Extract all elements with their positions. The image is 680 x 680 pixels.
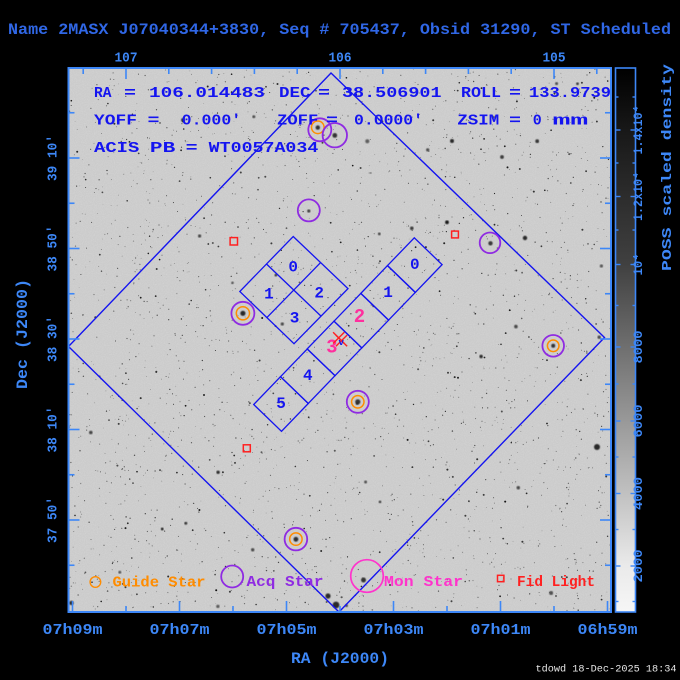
svg-text:PB: PB bbox=[150, 140, 175, 157]
svg-text:5: 5 bbox=[276, 395, 286, 413]
svg-text:ZSIM: ZSIM bbox=[457, 113, 499, 130]
svg-text:RA (J2000): RA (J2000) bbox=[291, 650, 389, 668]
svg-text:0: 0 bbox=[288, 259, 298, 277]
svg-text:4000: 4000 bbox=[631, 477, 646, 510]
svg-text:1: 1 bbox=[264, 285, 274, 303]
svg-text:1: 1 bbox=[383, 284, 393, 302]
svg-text:mm: mm bbox=[553, 113, 589, 130]
svg-text:=: = bbox=[186, 140, 198, 157]
svg-text:07h09m: 07h09m bbox=[43, 622, 103, 639]
svg-text:37 50': 37 50' bbox=[46, 497, 62, 543]
svg-text:0: 0 bbox=[410, 256, 420, 274]
svg-text:07h07m: 07h07m bbox=[150, 622, 210, 639]
svg-text:38 50': 38 50' bbox=[46, 226, 62, 272]
svg-text:2000: 2000 bbox=[631, 549, 646, 582]
svg-text:4: 4 bbox=[303, 367, 313, 385]
svg-text:0.0000': 0.0000' bbox=[354, 113, 423, 130]
svg-text:WT0057A034: WT0057A034 bbox=[209, 140, 319, 157]
svg-text:=: = bbox=[148, 113, 160, 130]
svg-text:=: = bbox=[509, 85, 521, 102]
svg-text:RA: RA bbox=[94, 85, 112, 102]
svg-text:Mon Star: Mon Star bbox=[384, 574, 463, 591]
svg-text:ROLL: ROLL bbox=[461, 85, 501, 102]
svg-text:DEC: DEC bbox=[279, 85, 311, 102]
svg-text:38 10': 38 10' bbox=[46, 407, 62, 453]
svg-text:2: 2 bbox=[314, 285, 324, 303]
svg-text:3: 3 bbox=[326, 336, 337, 358]
svg-text:106: 106 bbox=[329, 51, 352, 67]
svg-text:133.9739: 133.9739 bbox=[529, 85, 611, 102]
svg-text:Fid Light: Fid Light bbox=[517, 574, 595, 591]
svg-text:tdowd 18-Dec-2025 18:34: tdowd 18-Dec-2025 18:34 bbox=[536, 664, 677, 676]
svg-text:07h05m: 07h05m bbox=[257, 622, 317, 639]
svg-text:107: 107 bbox=[115, 51, 138, 67]
svg-text:3: 3 bbox=[290, 310, 300, 328]
svg-text:Acq Star: Acq Star bbox=[247, 574, 324, 591]
svg-text:POSS scaled density: POSS scaled density bbox=[660, 63, 676, 271]
svg-text:0: 0 bbox=[533, 113, 542, 130]
svg-text:Guide Star: Guide Star bbox=[113, 575, 206, 592]
svg-text:07h03m: 07h03m bbox=[364, 622, 424, 639]
svg-text:07h01m: 07h01m bbox=[471, 622, 531, 639]
svg-text:8000: 8000 bbox=[631, 330, 646, 363]
svg-text:10⁴: 10⁴ bbox=[631, 254, 646, 276]
svg-text:39 10': 39 10' bbox=[46, 135, 62, 181]
svg-text:YOFF: YOFF bbox=[94, 113, 137, 130]
svg-text:ACIS: ACIS bbox=[94, 140, 139, 157]
svg-text:38.506901: 38.506901 bbox=[342, 85, 442, 102]
svg-text:106.014483: 106.014483 bbox=[149, 85, 265, 102]
svg-text:1.4x10⁴: 1.4x10⁴ bbox=[631, 106, 646, 155]
svg-text:38 30': 38 30' bbox=[46, 316, 62, 362]
svg-text:=: = bbox=[509, 113, 521, 130]
svg-text:Name 2MASX J07040344+3830, Seq: Name 2MASX J07040344+3830, Seq # 705437,… bbox=[8, 21, 671, 39]
svg-text:06h59m: 06h59m bbox=[578, 622, 638, 639]
svg-text:ZOFF: ZOFF bbox=[277, 113, 318, 130]
svg-text:=: = bbox=[326, 113, 338, 130]
svg-text:Dec (J2000): Dec (J2000) bbox=[14, 279, 32, 389]
svg-text:=: = bbox=[318, 85, 330, 102]
svg-text:2: 2 bbox=[354, 306, 365, 328]
svg-text:1.2x10⁴: 1.2x10⁴ bbox=[631, 172, 646, 221]
svg-text:=: = bbox=[124, 85, 136, 102]
svg-text:6000: 6000 bbox=[631, 404, 646, 437]
svg-text:105: 105 bbox=[543, 51, 566, 67]
svg-text:0.000': 0.000' bbox=[182, 113, 242, 130]
svg-text:v: v bbox=[338, 338, 344, 348]
